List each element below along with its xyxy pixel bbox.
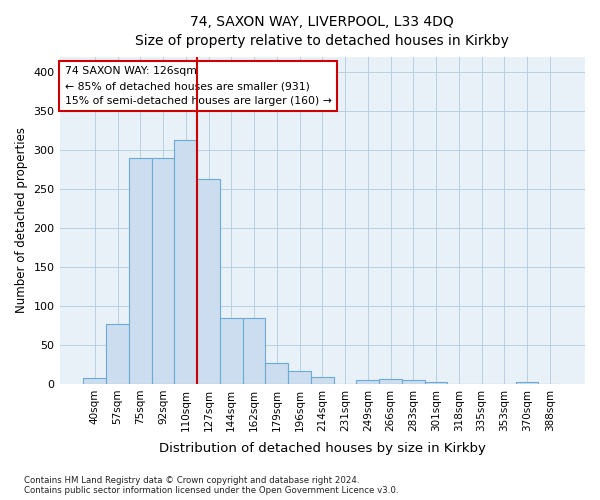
Y-axis label: Number of detached properties: Number of detached properties [15,128,28,314]
Bar [220,318,242,384]
Bar [379,379,402,384]
Bar [152,158,175,384]
Bar [106,324,129,384]
Bar [425,382,448,384]
Bar [129,158,152,384]
Text: Contains HM Land Registry data © Crown copyright and database right 2024.
Contai: Contains HM Land Registry data © Crown c… [24,476,398,495]
Bar [197,179,220,384]
Bar [311,377,334,384]
X-axis label: Distribution of detached houses by size in Kirkby: Distribution of detached houses by size … [159,442,486,455]
Title: 74, SAXON WAY, LIVERPOOL, L33 4DQ
Size of property relative to detached houses i: 74, SAXON WAY, LIVERPOOL, L33 4DQ Size o… [136,15,509,48]
Bar [288,372,311,384]
Bar [356,380,379,384]
Text: 74 SAXON WAY: 126sqm
← 85% of detached houses are smaller (931)
15% of semi-deta: 74 SAXON WAY: 126sqm ← 85% of detached h… [65,66,332,106]
Bar [83,378,106,384]
Bar [265,363,288,384]
Bar [175,140,197,384]
Bar [402,380,425,384]
Bar [242,318,265,384]
Bar [515,382,538,384]
